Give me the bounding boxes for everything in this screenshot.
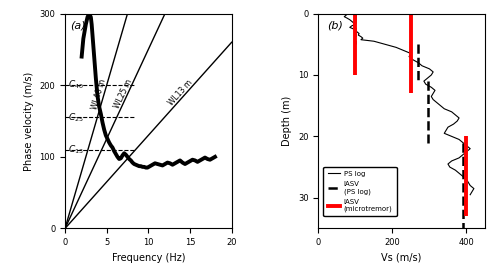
Text: $C_{\rm 40}$: $C_{\rm 40}$: [68, 79, 84, 91]
Text: $C_{\rm 13}$: $C_{\rm 13}$: [68, 143, 84, 156]
Text: (b): (b): [326, 20, 342, 30]
Text: WL40 m: WL40 m: [90, 78, 108, 110]
Text: (a): (a): [70, 20, 86, 30]
Text: WL25 m: WL25 m: [112, 77, 134, 109]
X-axis label: Frequency (Hz): Frequency (Hz): [112, 253, 185, 263]
Text: $C_{\rm 25}$: $C_{\rm 25}$: [68, 111, 84, 124]
Y-axis label: Phase velocity (m/s): Phase velocity (m/s): [24, 72, 34, 171]
Legend: PS log, IASV
(PS log), IASV
(microtremor): PS log, IASV (PS log), IASV (microtremor…: [324, 167, 396, 217]
Text: WL13 m: WL13 m: [167, 78, 194, 107]
Y-axis label: Depth (m): Depth (m): [282, 96, 292, 146]
X-axis label: Vs (m/s): Vs (m/s): [382, 253, 422, 263]
